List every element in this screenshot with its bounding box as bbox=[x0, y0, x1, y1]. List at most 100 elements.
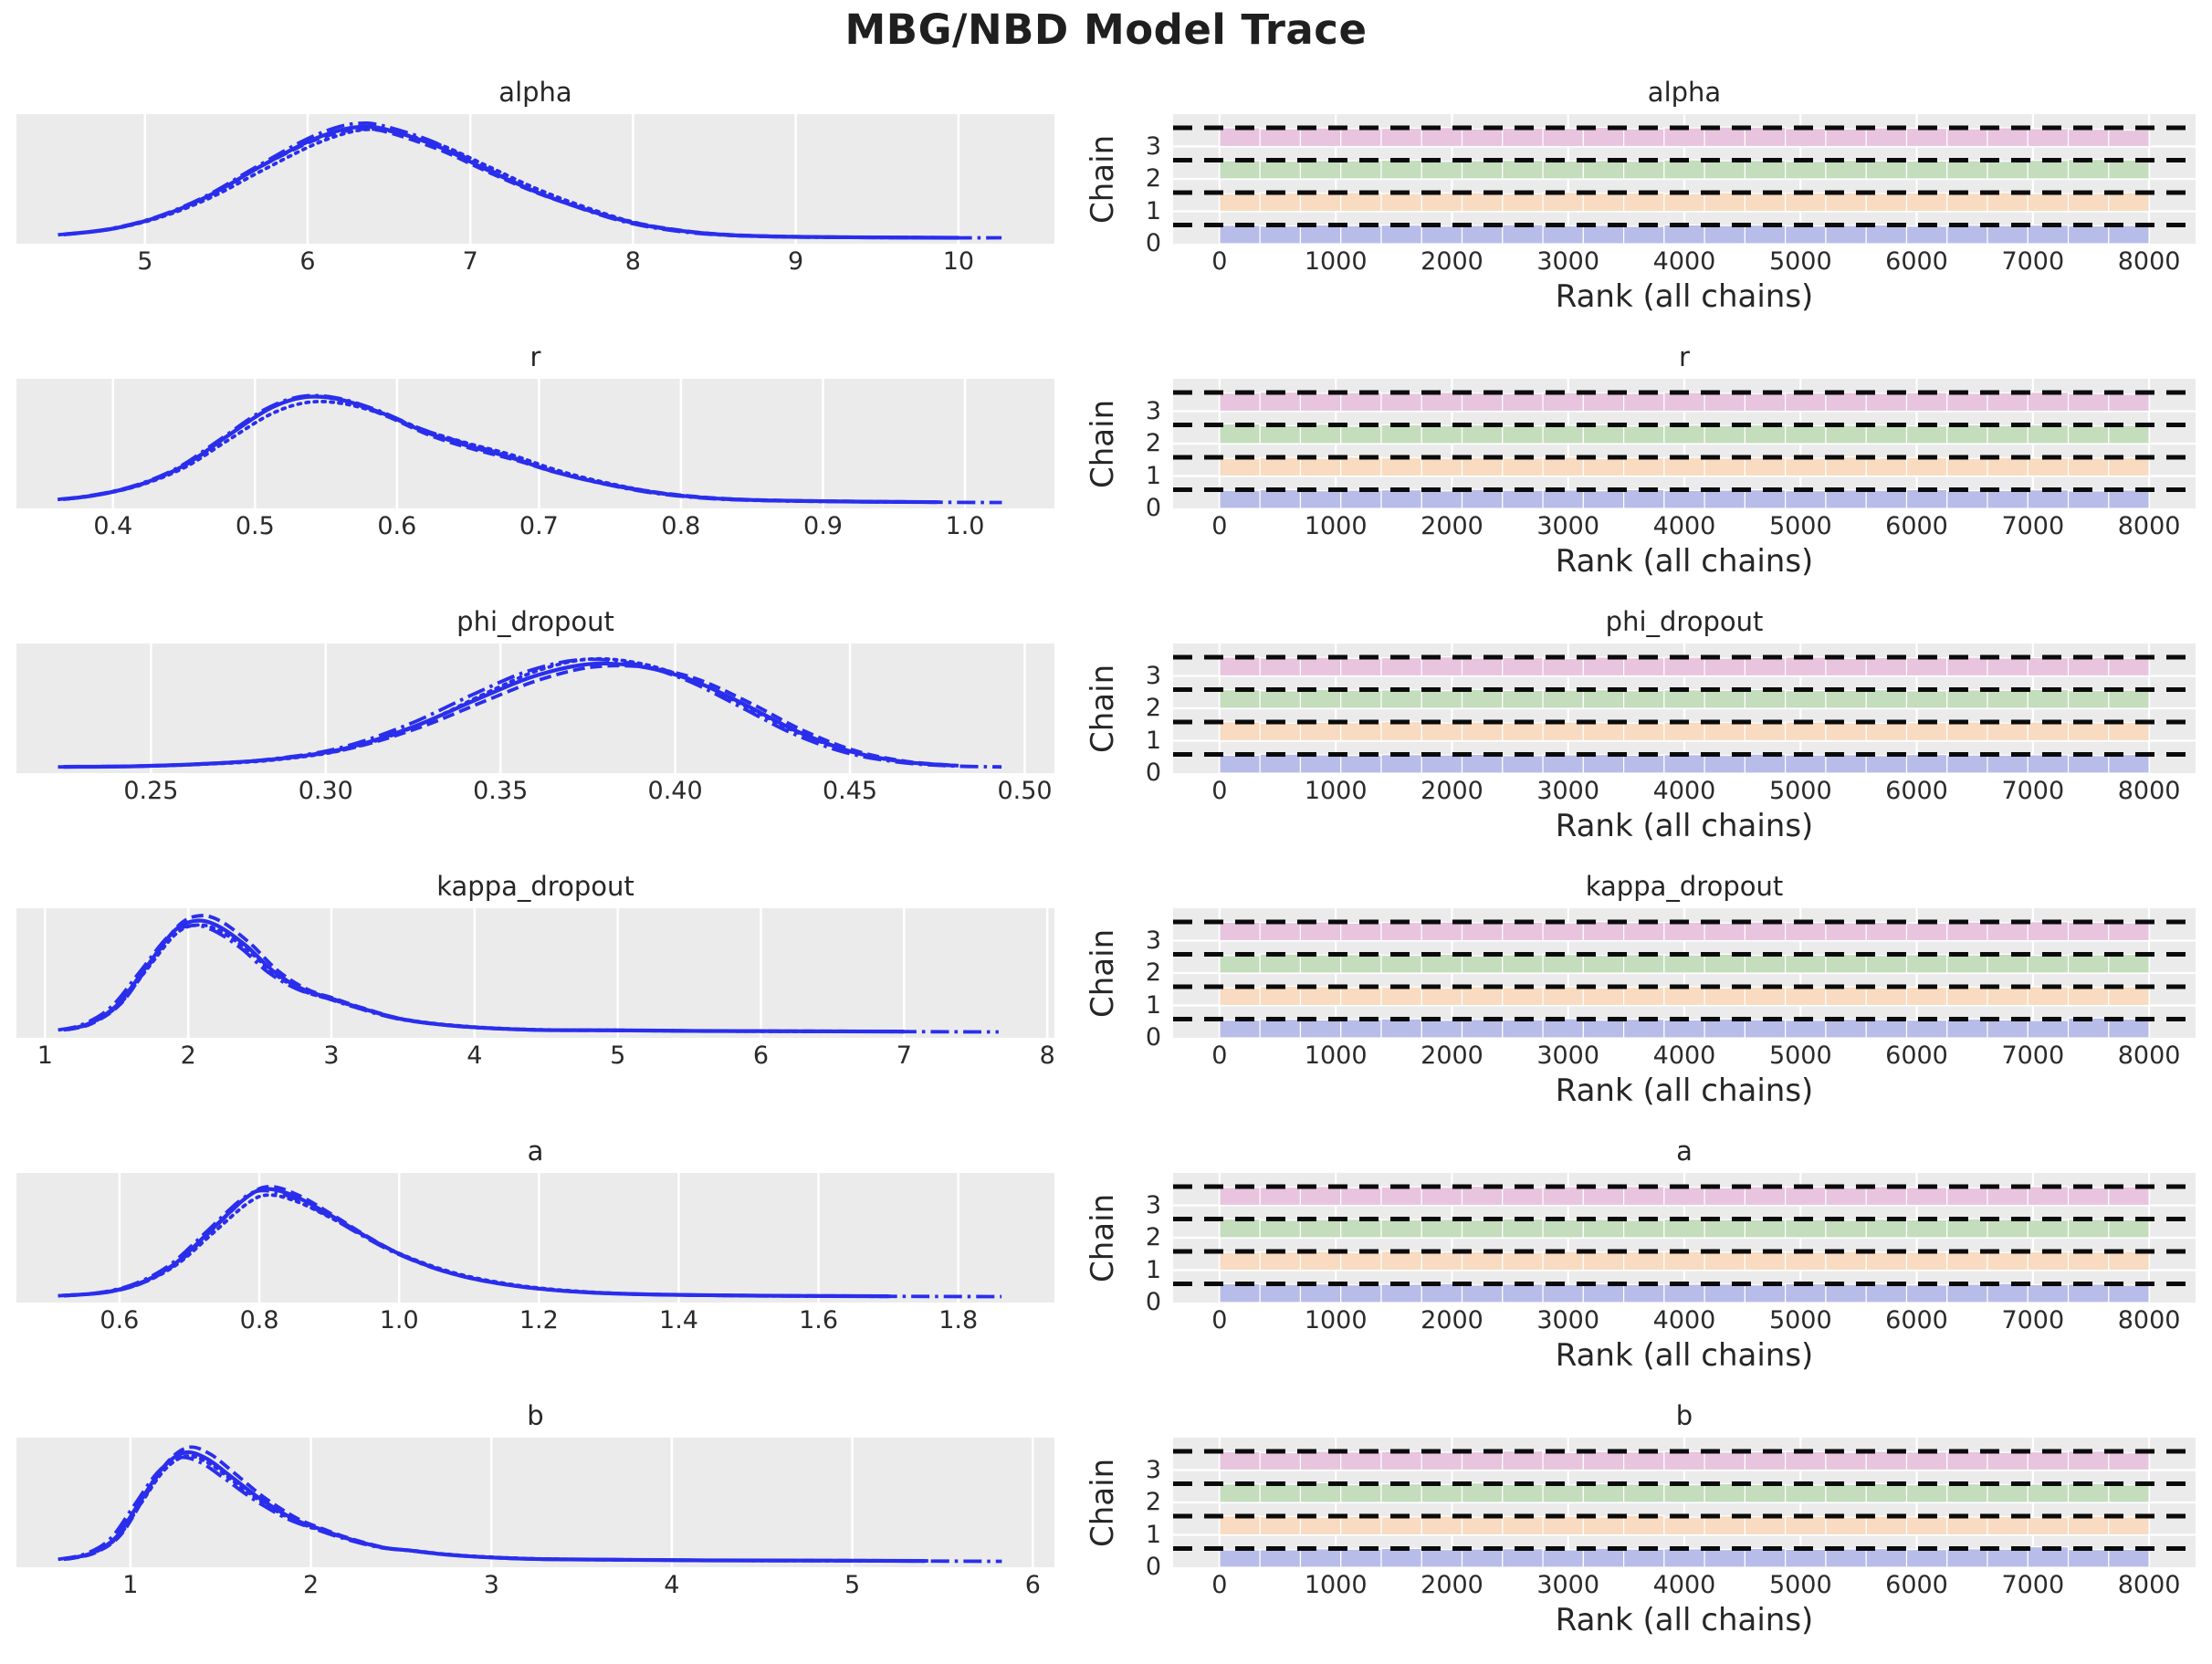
kde-xtick: 3 bbox=[323, 1041, 340, 1070]
kde-xtick: 6 bbox=[1024, 1571, 1041, 1599]
rank-xtick: 7000 bbox=[2001, 247, 2065, 276]
kde-xtick: 4 bbox=[467, 1041, 483, 1070]
chain-tick: 0 bbox=[1145, 1553, 1161, 1581]
chain-tick: 1 bbox=[1145, 1520, 1161, 1549]
kde-xtick-labels: 0.4 0.5 0.6 0.7 0.8 0.9 1.0 bbox=[16, 514, 1054, 541]
kde-xtick: 1.2 bbox=[519, 1306, 559, 1334]
kde-xtick: 6 bbox=[752, 1041, 770, 1070]
rank-bars-chain-2 bbox=[1219, 423, 2150, 445]
chain-tick-labels: 0 1 2 3 bbox=[1125, 379, 1167, 522]
kde-xtick: 1 bbox=[37, 1041, 53, 1070]
chain-tick: 2 bbox=[1145, 1223, 1161, 1251]
kde-xtick: 0.4 bbox=[93, 512, 133, 540]
kde-xtick: 3 bbox=[483, 1571, 499, 1599]
rank-panel: alpha Chain 0 1 2 3 0 1000 2000 3000 4000 5000 60… bbox=[1085, 72, 2196, 337]
kde-xtick: 2 bbox=[180, 1041, 196, 1070]
kde-curve-chain-3 bbox=[57, 393, 1002, 505]
rank-xtick-labels: 0 1000 2000 3000 4000 5000 6000 7000 8000 bbox=[1173, 249, 2196, 277]
rank-bars-chain-1 bbox=[1219, 1514, 2150, 1536]
chain-tick: 1 bbox=[1145, 990, 1161, 1020]
rank-bars-chain-1 bbox=[1219, 720, 2150, 742]
rank-bars-chain-0 bbox=[1219, 488, 2150, 508]
rank-plot bbox=[1173, 644, 2196, 773]
kde-xtick-labels: 1 2 3 4 5 6 7 8 bbox=[16, 1041, 1055, 1071]
rank-xtick: 8000 bbox=[2117, 1041, 2181, 1070]
chain-axis-label: Chain bbox=[1085, 664, 1121, 753]
kde-xtick: 0.45 bbox=[822, 777, 878, 805]
kde-xtick: 0.5 bbox=[235, 512, 275, 540]
rank-xtick: 5000 bbox=[1768, 512, 1832, 540]
kde-curve-chain-2 bbox=[64, 1454, 928, 1563]
kde-curve-chain-3 bbox=[58, 923, 999, 1034]
kde-curve-chain-3 bbox=[58, 1188, 1002, 1299]
kde-panel: b 1 2 3 4 5 6 bbox=[16, 1396, 1054, 1635]
kde-xtick: 0.9 bbox=[803, 512, 843, 540]
rank-bars-chain-0 bbox=[1219, 224, 2150, 244]
kde-curve-chain-1 bbox=[67, 1185, 893, 1298]
rank-xtick: 2000 bbox=[1421, 777, 1483, 805]
kde-gridlines bbox=[118, 1173, 959, 1303]
kde-curve-chain-3 bbox=[58, 657, 1002, 769]
rank-axis-label: Rank (all chains) bbox=[1555, 1602, 1814, 1638]
rank-bars-chain-1 bbox=[1219, 192, 2150, 213]
rank-bars-chain-2 bbox=[1219, 1218, 2150, 1239]
rank-panel: a Chain 0 1 2 3 0 1000 2000 3000 4000 5000 6000 70… bbox=[1085, 1131, 2196, 1396]
rank-xtick: 7000 bbox=[2001, 1306, 2065, 1334]
chain-axis-label: Chain bbox=[1085, 1193, 1121, 1282]
rank-panel-title: a bbox=[1676, 1135, 1693, 1167]
rank-xtick: 4000 bbox=[1652, 1041, 1716, 1070]
kde-panel-title: r bbox=[529, 341, 541, 372]
rank-bars-chain-2 bbox=[1219, 688, 2150, 709]
rank-bars-chain-0 bbox=[1219, 1545, 2150, 1567]
kde-plot bbox=[16, 114, 1054, 244]
rank-plot bbox=[1173, 1438, 2196, 1567]
rank-axis-label: Rank (all chains) bbox=[1555, 808, 1814, 844]
chain-tick: 2 bbox=[1145, 958, 1161, 987]
kde-xtick: 4 bbox=[664, 1571, 680, 1599]
rank-xtick: 5000 bbox=[1768, 247, 1832, 276]
chain-tick: 2 bbox=[1145, 429, 1161, 457]
rank-bars-chain-2 bbox=[1219, 158, 2150, 180]
kde-xtick: 0.8 bbox=[661, 512, 701, 540]
chain-tick: 1 bbox=[1145, 726, 1161, 755]
rank-axis-label: Rank (all chains) bbox=[1555, 1337, 1814, 1374]
rank-xtick: 0 bbox=[1211, 1306, 1228, 1334]
rank-xtick: 1000 bbox=[1304, 1571, 1368, 1599]
kde-panel-title: a bbox=[527, 1135, 544, 1167]
kde-plot bbox=[16, 644, 1054, 773]
rank-xtick: 2000 bbox=[1421, 1571, 1483, 1599]
chain-tick: 3 bbox=[1145, 131, 1161, 161]
kde-plot bbox=[16, 1173, 1054, 1303]
kde-xtick: 5 bbox=[610, 1041, 626, 1070]
rank-bars-chain-0 bbox=[1219, 1282, 2150, 1303]
kde-curve-chain-1 bbox=[67, 127, 963, 240]
kde-xtick: 0.30 bbox=[298, 777, 353, 805]
rank-xtick: 1000 bbox=[1304, 512, 1368, 540]
kde-xtick-labels: 5 6 7 8 9 10 bbox=[16, 249, 1054, 277]
rank-xtick: 7000 bbox=[2001, 777, 2065, 805]
rank-axis-label: Rank (all chains) bbox=[1555, 278, 1814, 315]
rank-xtick: 6000 bbox=[1885, 1306, 1948, 1334]
rank-xtick: 6000 bbox=[1885, 512, 1948, 540]
chain-tick: 2 bbox=[1145, 694, 1161, 722]
kde-xtick: 8 bbox=[624, 247, 641, 276]
kde-curve-chain-3 bbox=[58, 1455, 1002, 1564]
rank-xtick-labels: 0 1000 2000 3000 4000 5000 6000 7000 8000 bbox=[1173, 779, 2196, 806]
chain-tick-labels: 0 1 2 3 bbox=[1125, 1173, 1167, 1316]
kde-panel: r 0.4 0.5 0.6 0.7 0.8 0.9 1.0 bbox=[16, 337, 1054, 576]
chain-tick-labels: 0 1 2 3 bbox=[1125, 1438, 1167, 1581]
rank-panel: b Chain 0 1 2 3 0 1000 2000 3000 4000 5000 6000 70… bbox=[1085, 1396, 2196, 1660]
rank-xtick: 3000 bbox=[1536, 1041, 1600, 1070]
rank-panel: r Chain 0 1 2 3 0 1000 2000 3000 4000 5000 6000 70… bbox=[1085, 337, 2196, 602]
kde-panel-title: alpha bbox=[498, 77, 572, 108]
rank-axis-label: Rank (all chains) bbox=[1555, 1073, 1814, 1109]
rank-bars-chain-2 bbox=[1219, 1481, 2150, 1503]
rank-xtick: 6000 bbox=[1885, 1041, 1948, 1070]
chain-tick: 1 bbox=[1145, 461, 1161, 490]
figure-title: MBG/NBD Model Trace bbox=[844, 5, 1368, 54]
kde-xtick: 0.40 bbox=[647, 777, 703, 805]
chain-axis-label: Chain bbox=[1085, 134, 1121, 224]
kde-panel: phi_dropout 0.25 0.30 0.35 0.40 0.45 0.50 bbox=[16, 602, 1054, 841]
kde-panel: a 0.6 0.8 1.0 1.2 1.4 1.6 1.8 bbox=[16, 1131, 1054, 1370]
rank-xtick: 8000 bbox=[2117, 512, 2181, 540]
